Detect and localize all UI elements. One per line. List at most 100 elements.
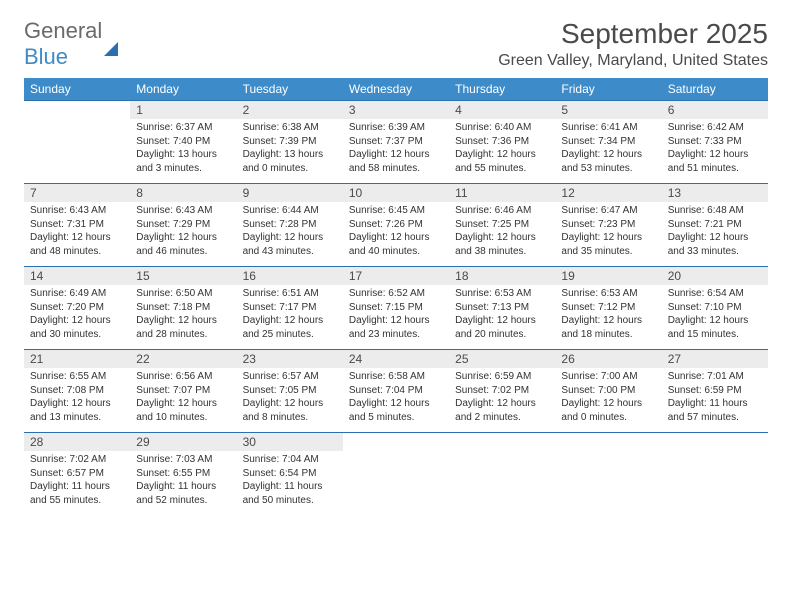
day-content: Sunrise: 6:43 AMSunset: 7:29 PMDaylight:… <box>130 202 236 260</box>
day-number: 15 <box>130 267 236 285</box>
logo: General Blue <box>24 18 118 70</box>
day-number: 30 <box>237 433 343 451</box>
day-cell: 2Sunrise: 6:38 AMSunset: 7:39 PMDaylight… <box>237 101 343 183</box>
day-cell: 5Sunrise: 6:41 AMSunset: 7:34 PMDaylight… <box>555 101 661 183</box>
sunset-text: Sunset: 7:36 PM <box>455 135 549 149</box>
daylight-text: Daylight: 11 hours and 55 minutes. <box>30 480 124 507</box>
sunrise-text: Sunrise: 6:53 AM <box>561 287 655 301</box>
week-row: 7Sunrise: 6:43 AMSunset: 7:31 PMDaylight… <box>24 183 768 266</box>
day-cell: 25Sunrise: 6:59 AMSunset: 7:02 PMDayligh… <box>449 350 555 432</box>
day-number: 24 <box>343 350 449 368</box>
day-number: 22 <box>130 350 236 368</box>
day-content: Sunrise: 6:49 AMSunset: 7:20 PMDaylight:… <box>24 285 130 343</box>
day-content: Sunrise: 6:48 AMSunset: 7:21 PMDaylight:… <box>662 202 768 260</box>
sunset-text: Sunset: 7:10 PM <box>668 301 762 315</box>
day-number: 27 <box>662 350 768 368</box>
day-number: 28 <box>24 433 130 451</box>
sunset-text: Sunset: 7:12 PM <box>561 301 655 315</box>
sunset-text: Sunset: 7:07 PM <box>136 384 230 398</box>
sunset-text: Sunset: 7:28 PM <box>243 218 337 232</box>
daylight-text: Daylight: 12 hours and 43 minutes. <box>243 231 337 258</box>
day-number: 9 <box>237 184 343 202</box>
daylight-text: Daylight: 11 hours and 52 minutes. <box>136 480 230 507</box>
day-number: 7 <box>24 184 130 202</box>
daylight-text: Daylight: 12 hours and 48 minutes. <box>30 231 124 258</box>
day-cell: 1 Sunrise: 6:37 AMSunset: 7:40 PMDaylight… <box>130 101 236 183</box>
day-cell: 3Sunrise: 6:39 AMSunset: 7:37 PMDaylight… <box>343 101 449 183</box>
sunset-text: Sunset: 6:57 PM <box>30 467 124 481</box>
sunset-text: Sunset: 7:02 PM <box>455 384 549 398</box>
sunrise-text: Sunrise: 6:50 AM <box>136 287 230 301</box>
daylight-text: Daylight: 12 hours and 10 minutes. <box>136 397 230 424</box>
day-cell: 10Sunrise: 6:45 AMSunset: 7:26 PMDayligh… <box>343 184 449 266</box>
sunset-text: Sunset: 7:04 PM <box>349 384 443 398</box>
day-number: 16 <box>237 267 343 285</box>
day-content: Sunrise: 6:53 AMSunset: 7:13 PMDaylight:… <box>449 285 555 343</box>
day-content: Sunrise: 7:03 AMSunset: 6:55 PMDaylight:… <box>130 451 236 509</box>
day-headers-row: SundayMondayTuesdayWednesdayThursdayFrid… <box>24 78 768 100</box>
title-area: September 2025 Green Valley, Maryland, U… <box>498 18 768 70</box>
day-content: Sunrise: 6:40 AMSunset: 7:36 PMDaylight:… <box>449 119 555 177</box>
sunrise-text: Sunrise: 6:37 AM <box>136 121 230 135</box>
day-content: Sunrise: 6:45 AMSunset: 7:26 PMDaylight:… <box>343 202 449 260</box>
day-content: Sunrise: 7:04 AMSunset: 6:54 PMDaylight:… <box>237 451 343 509</box>
sunset-text: Sunset: 7:21 PM <box>668 218 762 232</box>
sunrise-text: Sunrise: 6:56 AM <box>136 370 230 384</box>
sunset-text: Sunset: 7:34 PM <box>561 135 655 149</box>
day-number: 5 <box>555 101 661 119</box>
day-header-thursday: Thursday <box>449 78 555 100</box>
day-content: Sunrise: 6:52 AMSunset: 7:15 PMDaylight:… <box>343 285 449 343</box>
sunrise-text: Sunrise: 6:46 AM <box>455 204 549 218</box>
sunrise-text: Sunrise: 6:53 AM <box>455 287 549 301</box>
daylight-text: Daylight: 12 hours and 20 minutes. <box>455 314 549 341</box>
day-header-saturday: Saturday <box>662 78 768 100</box>
day-number: 19 <box>555 267 661 285</box>
daylight-text: Daylight: 12 hours and 51 minutes. <box>668 148 762 175</box>
day-number: 4 <box>449 101 555 119</box>
day-cell: 21Sunrise: 6:55 AMSunset: 7:08 PMDayligh… <box>24 350 130 432</box>
day-number: 3 <box>343 101 449 119</box>
day-cell: 11Sunrise: 6:46 AMSunset: 7:25 PMDayligh… <box>449 184 555 266</box>
day-cell: 20Sunrise: 6:54 AMSunset: 7:10 PMDayligh… <box>662 267 768 349</box>
day-cell: 27Sunrise: 7:01 AMSunset: 6:59 PMDayligh… <box>662 350 768 432</box>
sunrise-text: Sunrise: 6:51 AM <box>243 287 337 301</box>
sunset-text: Sunset: 7:23 PM <box>561 218 655 232</box>
day-content: Sunrise: 6:47 AMSunset: 7:23 PMDaylight:… <box>555 202 661 260</box>
sunset-text: Sunset: 7:18 PM <box>136 301 230 315</box>
sunset-text: Sunset: 7:40 PM <box>136 135 230 149</box>
sunrise-text: Sunrise: 6:43 AM <box>30 204 124 218</box>
sunrise-text: Sunrise: 7:03 AM <box>136 453 230 467</box>
sunrise-text: Sunrise: 6:44 AM <box>243 204 337 218</box>
day-cell: 8Sunrise: 6:43 AMSunset: 7:29 PMDaylight… <box>130 184 236 266</box>
daylight-text: Daylight: 12 hours and 35 minutes. <box>561 231 655 258</box>
day-number: 1 <box>130 101 236 119</box>
day-number: 13 <box>662 184 768 202</box>
day-content: Sunrise: 6:54 AMSunset: 7:10 PMDaylight:… <box>662 285 768 343</box>
empty-cell <box>449 433 555 515</box>
daylight-text: Daylight: 13 hours and 3 minutes. <box>136 148 230 175</box>
day-cell: 22 Sunrise: 6:56 AMSunset: 7:07 PMDayligh… <box>130 350 236 432</box>
sunrise-text: Sunrise: 6:55 AM <box>30 370 124 384</box>
day-number: 20 <box>662 267 768 285</box>
day-number: 21 <box>24 350 130 368</box>
daylight-text: Daylight: 12 hours and 40 minutes. <box>349 231 443 258</box>
sunset-text: Sunset: 7:37 PM <box>349 135 443 149</box>
day-content: Sunrise: 6:50 AMSunset: 7:18 PMDaylight:… <box>130 285 236 343</box>
empty-cell <box>24 101 130 183</box>
daylight-text: Daylight: 12 hours and 30 minutes. <box>30 314 124 341</box>
triangle-icon <box>104 25 118 56</box>
day-header-monday: Monday <box>130 78 236 100</box>
day-cell: 18Sunrise: 6:53 AMSunset: 7:13 PMDayligh… <box>449 267 555 349</box>
sunrise-text: Sunrise: 6:47 AM <box>561 204 655 218</box>
daylight-text: Daylight: 11 hours and 50 minutes. <box>243 480 337 507</box>
sunset-text: Sunset: 7:17 PM <box>243 301 337 315</box>
day-cell: 28Sunrise: 7:02 AMSunset: 6:57 PMDayligh… <box>24 433 130 515</box>
sunrise-text: Sunrise: 7:00 AM <box>561 370 655 384</box>
sunset-text: Sunset: 7:15 PM <box>349 301 443 315</box>
day-content: Sunrise: 6:43 AMSunset: 7:31 PMDaylight:… <box>24 202 130 260</box>
day-number: 29 <box>130 433 236 451</box>
logo-text-row: General Blue <box>24 18 118 70</box>
day-cell: 26Sunrise: 7:00 AMSunset: 7:00 PMDayligh… <box>555 350 661 432</box>
day-cell: 24Sunrise: 6:58 AMSunset: 7:04 PMDayligh… <box>343 350 449 432</box>
day-content: Sunrise: 6:42 AMSunset: 7:33 PMDaylight:… <box>662 119 768 177</box>
